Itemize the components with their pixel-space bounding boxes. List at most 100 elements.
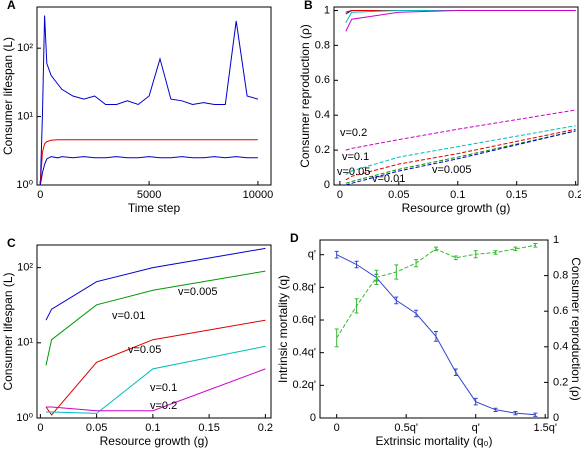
series-label: v=0.2 (150, 400, 177, 412)
error-bar (473, 397, 478, 406)
series-label: v=0.1 (150, 382, 177, 394)
x-tick-label: 0.15 (198, 422, 219, 434)
y-tick-label: 0.6q' (292, 314, 316, 326)
x-tick-label: 0.05 (388, 189, 409, 201)
x-axis-label: Resource growth (g) (402, 201, 511, 215)
error-bar (513, 246, 518, 252)
y-tick-label: 10² (17, 42, 33, 54)
y-tick-label: 10² (17, 262, 33, 274)
error-bar (453, 368, 458, 377)
y-tick-label: 10¹ (17, 110, 33, 122)
plot-frame (36, 244, 272, 419)
error-bar (394, 264, 399, 280)
x-tick-label: 5000 (137, 189, 161, 201)
y-tick-label: 10¹ (17, 337, 33, 349)
x-tick-label: 0 (37, 189, 43, 201)
y-tick-label: 0 (310, 412, 316, 424)
series-line (336, 244, 536, 339)
y2-axis-label: Consumer reproduction (ρ) (569, 257, 581, 401)
y-tick-label: 0 (324, 179, 330, 191)
x-tick-label: 0 (334, 422, 340, 434)
error-bar (394, 296, 399, 305)
error-bar (354, 298, 359, 314)
series-line (39, 15, 259, 186)
y-tick-label: q' (308, 249, 316, 261)
x-tick-label: 0 (337, 189, 343, 201)
error-bar (374, 269, 379, 285)
y-tick-label: 1 (324, 4, 330, 16)
series-label: v=0.01 (112, 310, 145, 322)
y-tick-label: 0.4q' (292, 347, 316, 359)
error-bar (473, 250, 478, 259)
x-tick-label: 0 (37, 422, 43, 434)
series-line (345, 10, 576, 32)
panel-label: D (290, 231, 299, 245)
plot-frame (319, 239, 549, 419)
panel-label: C (7, 236, 16, 250)
error-bar (453, 255, 458, 261)
error-bar (334, 250, 339, 259)
x-tick-label: 0.05 (86, 422, 107, 434)
y-tick-label: 0.6 (315, 74, 330, 86)
error-bar (433, 246, 438, 252)
x-tick-label: 10000 (243, 189, 274, 201)
y-tick-label: 0.2q' (292, 379, 316, 391)
y-tick-label: 10⁰ (16, 179, 33, 191)
y-axis-label: Consumer lifespan (L) (1, 272, 15, 390)
series-line (46, 368, 266, 412)
series-label: v=0.05 (128, 344, 161, 356)
x-axis-label: Time step (128, 201, 181, 215)
x-tick-label: 0.1 (145, 422, 160, 434)
y-tick-label: 0.8 (553, 270, 568, 282)
x-tick-label: 0.15 (506, 189, 527, 201)
series-label: v=0.005 (178, 286, 217, 298)
series-line (345, 130, 576, 186)
y-tick-label: 1 (553, 234, 559, 246)
series-line (46, 345, 266, 414)
series-label: v=0.2 (340, 127, 367, 139)
plot-frame (36, 6, 272, 186)
series-line (345, 130, 576, 184)
x-tick-label: 1.5q' (533, 422, 557, 434)
series-label: v=0.1 (342, 151, 369, 163)
y-tick-label: 0.2 (315, 144, 330, 156)
series-label: v=0.01 (372, 173, 405, 185)
y-axis-label: Consumer reproduction (ρ) (298, 24, 312, 168)
y-tick-label: 0.4 (315, 109, 330, 121)
error-bar (493, 250, 498, 255)
series-label: v=0.005 (432, 164, 471, 176)
error-bar (513, 410, 518, 416)
error-bar (414, 309, 419, 318)
error-bar (533, 243, 538, 248)
panel-label: A (7, 0, 16, 12)
x-axis-label: Extrinsic mortality (q₀) (376, 434, 493, 448)
y-tick-label: 0.4 (553, 341, 568, 353)
x-tick-label: q' (472, 422, 480, 434)
y-tick-label: 0 (553, 412, 559, 424)
series-line (39, 139, 258, 186)
series-line (39, 156, 258, 186)
y-tick-label: 0.8 (315, 39, 330, 51)
x-tick-label: 0.2 (568, 189, 581, 201)
error-bar (334, 328, 339, 348)
error-bar (354, 260, 359, 269)
series-line (345, 128, 576, 181)
error-bar (414, 259, 419, 268)
x-tick-label: 0.2 (258, 422, 273, 434)
y-axis-label: Intrinsic mortality (q) (276, 275, 290, 383)
series-label: v=0.05 (337, 166, 370, 178)
plot-frame (333, 6, 579, 186)
x-tick-label: 0.5q' (394, 422, 418, 434)
x-tick-label: 0.1 (450, 189, 465, 201)
error-bar (433, 330, 438, 342)
y-tick-label: 0.2 (553, 376, 568, 388)
y-tick-label: 10⁰ (16, 412, 33, 424)
series-line (345, 125, 576, 175)
y-axis-label: Consumer lifespan (L) (1, 37, 15, 155)
error-bar (493, 407, 498, 412)
series-line (345, 109, 576, 151)
series-line (45, 270, 266, 366)
panel-label: B (304, 0, 313, 12)
x-axis-label: Resource growth (g) (100, 434, 209, 448)
